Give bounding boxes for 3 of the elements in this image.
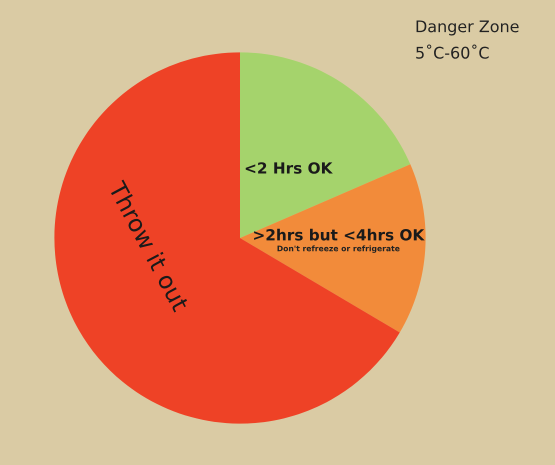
- slice-label: <2 Hrs OK: [246, 162, 333, 174]
- slice-label: >2hrs but <4hrs OK: [254, 228, 425, 241]
- text: Danger Zone 5˚C-60˚C: [416, 20, 519, 59]
